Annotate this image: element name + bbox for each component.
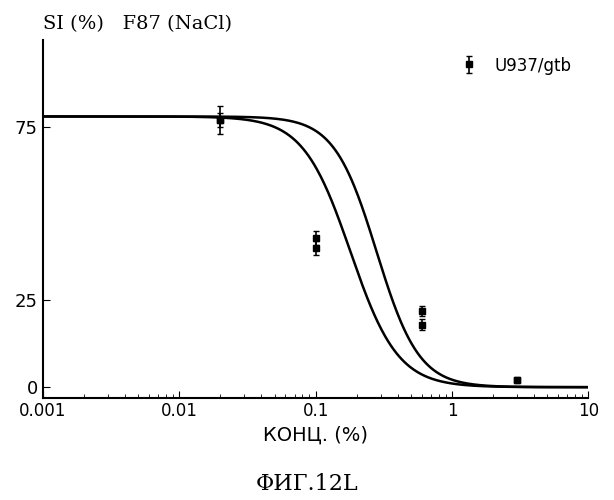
Text: SI (%)   F87 (NaCl): SI (%) F87 (NaCl) <box>43 15 232 33</box>
X-axis label: КОНЦ. (%): КОНЦ. (%) <box>263 426 368 445</box>
Text: ΦИГ.12L: ΦИГ.12L <box>255 473 359 495</box>
Legend: U937/gtb: U937/gtb <box>448 48 580 83</box>
